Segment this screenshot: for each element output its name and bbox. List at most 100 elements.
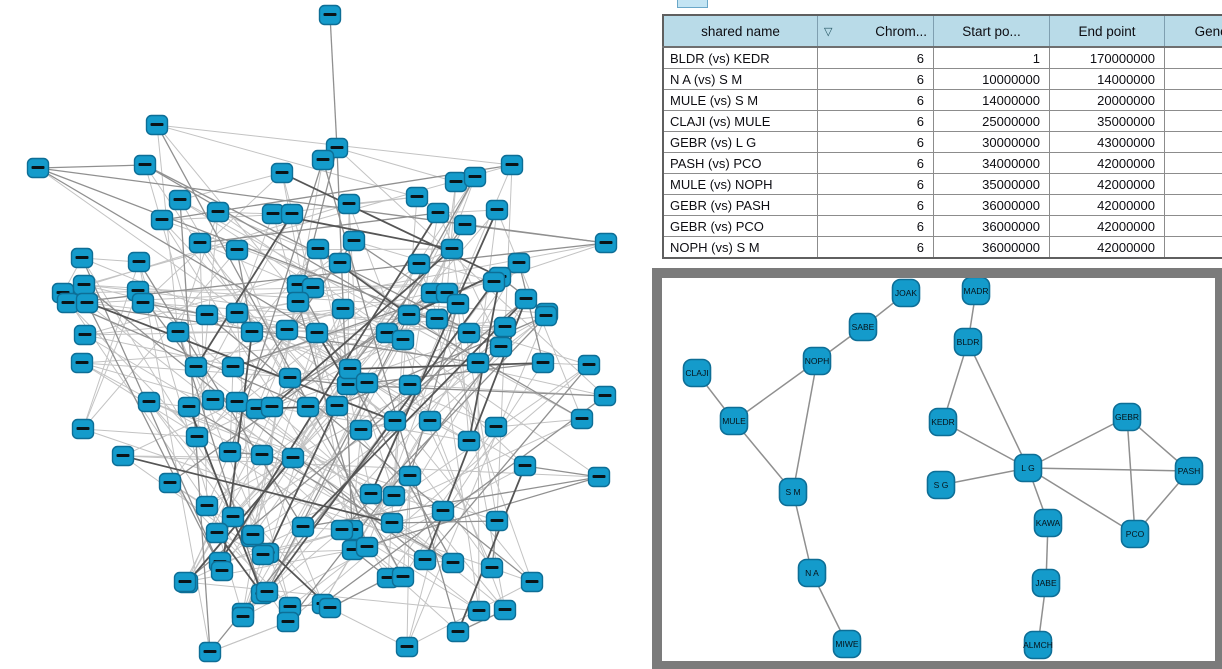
node-shape[interactable] (961, 278, 991, 306)
node-shape[interactable] (848, 312, 878, 342)
network-node[interactable] (457, 430, 481, 452)
table-cell[interactable]: MULE (vs) NOPH (662, 173, 818, 195)
network-node[interactable] (133, 154, 157, 176)
subnetwork-canvas-area[interactable]: JOAK SABE NOPH CLAJI MULE S M N A MIWE MADR BLDR K… (662, 278, 1215, 661)
network-node[interactable] (395, 636, 419, 658)
node-shape[interactable] (832, 629, 862, 659)
node-claji[interactable]: CLAJI (682, 358, 712, 388)
node-shape[interactable] (1033, 508, 1063, 538)
network-node[interactable] (276, 611, 300, 633)
network-node[interactable] (270, 162, 294, 184)
table-row[interactable]: N A (vs) S M610000000140000006.6 (662, 68, 1222, 90)
edge-bldr-l-g[interactable] (967, 341, 1029, 469)
table-row[interactable]: MULE (vs) NOPH6350000004200000010.5 (662, 173, 1222, 195)
table-cell[interactable]: 9.9 (1164, 236, 1222, 259)
network-node[interactable] (205, 522, 229, 544)
network-node[interactable] (489, 336, 513, 358)
network-node[interactable] (206, 201, 230, 223)
network-node[interactable] (305, 322, 329, 344)
table-cell[interactable]: 14000000 (933, 89, 1050, 111)
table-row[interactable]: PASH (vs) PCO6340000004200000011.4 (662, 152, 1222, 174)
network-node[interactable] (485, 199, 509, 221)
table-cell[interactable]: 36000000 (933, 194, 1050, 216)
network-node[interactable] (225, 239, 249, 261)
network-node[interactable] (593, 385, 617, 407)
network-node[interactable] (325, 395, 349, 417)
table-cell[interactable]: 43000000 (1049, 131, 1165, 153)
toolbar-fragment[interactable] (677, 0, 708, 8)
table-row[interactable]: BLDR (vs) KEDR61170000000192.0 (662, 46, 1222, 69)
network-node[interactable] (275, 319, 299, 341)
network-node[interactable] (587, 466, 611, 488)
network-node[interactable] (514, 288, 538, 310)
network-node[interactable] (195, 495, 219, 517)
node-sabe[interactable]: SABE (848, 312, 878, 342)
node-gebr[interactable]: GEBR (1112, 402, 1142, 432)
table-cell[interactable]: 25000000 (933, 110, 1050, 132)
network-node[interactable] (507, 252, 531, 274)
network-node[interactable] (380, 512, 404, 534)
network-node[interactable] (577, 354, 601, 376)
table-row[interactable]: CLAJI (vs) MULE625000000350000005.9 (662, 110, 1222, 132)
node-shape[interactable] (682, 358, 712, 388)
network-node[interactable] (188, 232, 212, 254)
network-node[interactable] (425, 308, 449, 330)
network-node[interactable] (195, 304, 219, 326)
node-madr[interactable]: MADR (961, 278, 991, 306)
network-node[interactable] (127, 251, 151, 273)
network-node[interactable] (131, 292, 155, 314)
table-cell[interactable]: 14000000 (1049, 68, 1165, 90)
network-node[interactable] (418, 410, 442, 432)
table-cell[interactable]: 1 (933, 46, 1050, 69)
network-node[interactable] (240, 321, 264, 343)
table-cell[interactable]: 16.9 (1164, 131, 1222, 153)
network-node[interactable] (278, 367, 302, 389)
node-shape[interactable] (928, 407, 958, 437)
network-node[interactable] (73, 324, 97, 346)
network-node[interactable] (311, 149, 335, 171)
table-cell[interactable]: 36000000 (933, 236, 1050, 259)
column-header-end-point[interactable]: End point (1049, 14, 1165, 48)
table-cell[interactable]: 11.4 (1164, 152, 1222, 174)
network-node[interactable] (72, 274, 96, 296)
network-node[interactable] (185, 426, 209, 448)
node-n-a[interactable]: N A (797, 558, 827, 588)
column-header-genetic[interactable]: Genetic... (1164, 14, 1222, 48)
network-node[interactable] (225, 302, 249, 324)
table-cell[interactable]: N A (vs) S M (662, 68, 818, 90)
node-l-g[interactable]: L G (1013, 453, 1043, 483)
network-node[interactable] (286, 291, 310, 313)
table-cell[interactable]: 42000000 (1049, 152, 1165, 174)
network-node[interactable] (173, 571, 197, 593)
network-node[interactable] (391, 329, 415, 351)
network-node[interactable] (485, 510, 509, 532)
network-node[interactable] (137, 391, 161, 413)
table-cell[interactable]: 6 (817, 131, 934, 153)
table-cell[interactable]: NOPH (vs) S M (662, 236, 818, 259)
node-shape[interactable] (926, 470, 956, 500)
node-shape[interactable] (1013, 453, 1043, 483)
network-node[interactable] (398, 465, 422, 487)
network-node[interactable] (466, 352, 490, 374)
network-node[interactable] (493, 599, 517, 621)
table-cell[interactable]: BLDR (vs) KEDR (662, 46, 818, 69)
network-node[interactable] (398, 374, 422, 396)
edge-gebr-pco[interactable] (1126, 416, 1136, 535)
node-s-m[interactable]: S M (778, 477, 808, 507)
edge-noph-s-m[interactable] (792, 360, 818, 493)
network-node[interactable] (405, 186, 429, 208)
network-node[interactable] (513, 455, 537, 477)
node-kawa[interactable]: KAWA (1033, 508, 1063, 538)
network-node[interactable] (480, 557, 504, 579)
node-noph[interactable]: NOPH (802, 346, 832, 376)
network-node[interactable] (278, 596, 302, 618)
edge-l-g-gebr[interactable] (1027, 416, 1128, 469)
node-shape[interactable] (778, 477, 808, 507)
node-kedr[interactable]: KEDR (928, 407, 958, 437)
table-cell[interactable]: 6.6 (1164, 68, 1222, 90)
table-cell[interactable]: 10.5 (1164, 173, 1222, 195)
table-cell[interactable]: 6 (817, 194, 934, 216)
table-cell[interactable]: 6 (817, 152, 934, 174)
network-node[interactable] (145, 114, 169, 136)
table-cell[interactable]: 5.9 (1164, 110, 1222, 132)
